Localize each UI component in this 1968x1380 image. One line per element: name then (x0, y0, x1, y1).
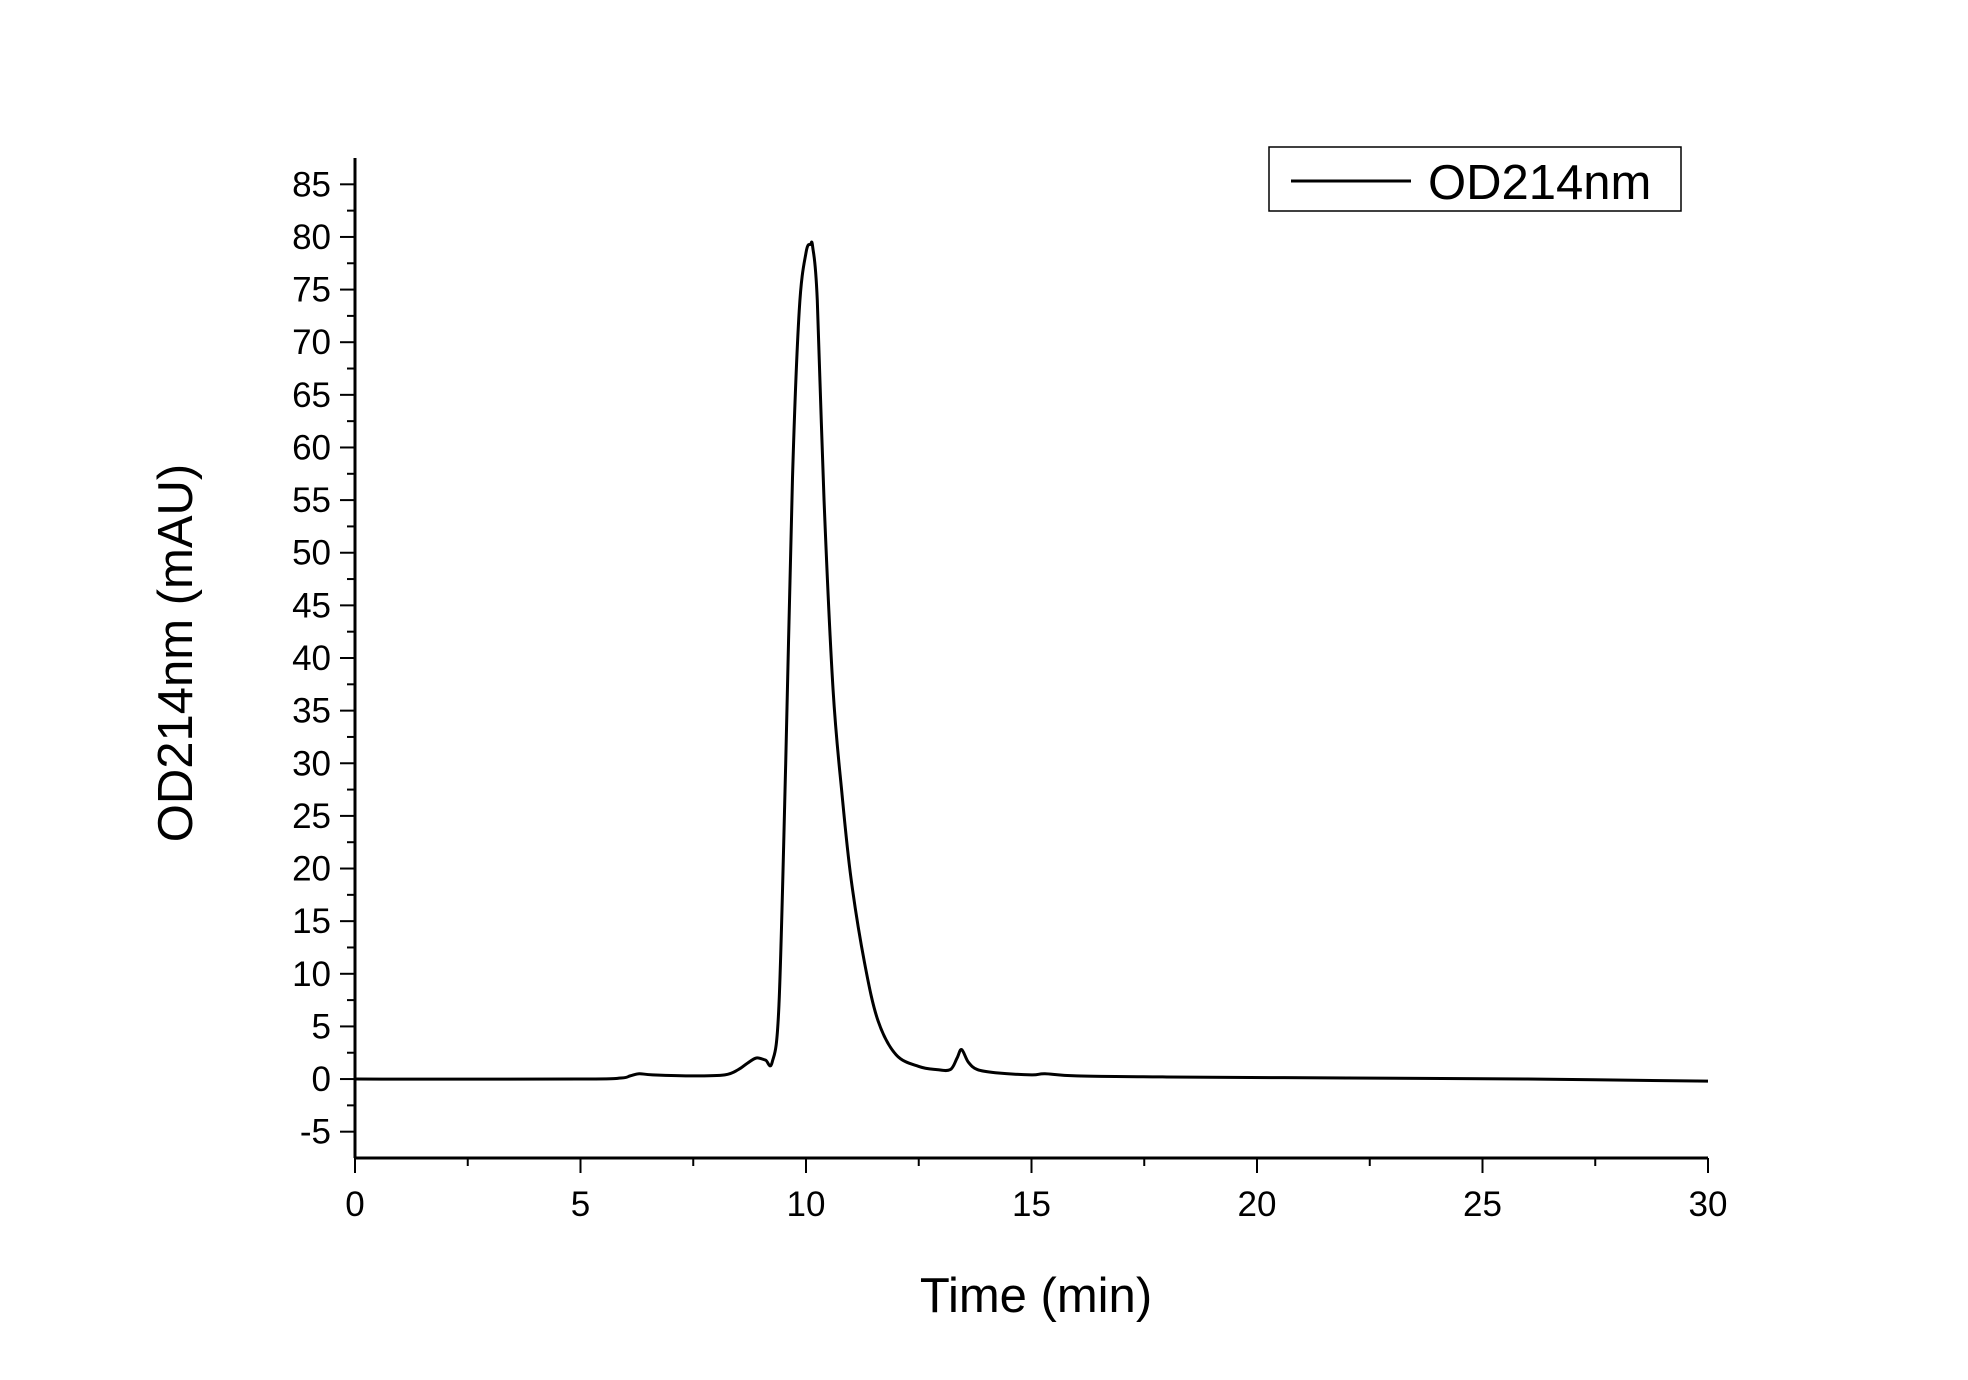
y-tick-label: 45 (292, 586, 331, 625)
x-tick-label: 20 (1238, 1185, 1277, 1224)
x-tick-label: 5 (571, 1185, 590, 1224)
y-tick-label: 85 (292, 165, 331, 204)
legend-box (1268, 146, 1682, 212)
y-tick-label: 70 (292, 323, 331, 362)
y-tick-label: 55 (292, 481, 331, 520)
legend: OD214nm (1268, 146, 1682, 212)
y-tick-label: 35 (292, 692, 331, 731)
series-layer (354, 240, 1709, 1083)
y-tick-label: 75 (292, 271, 331, 310)
y-tick-label: 0 (312, 1060, 331, 1099)
legend-label: OD214nm (1428, 156, 1651, 210)
x-tick-label: 0 (345, 1185, 364, 1224)
y-tick-label: 20 (292, 850, 331, 889)
x-tick-label: 10 (787, 1185, 826, 1224)
y-tick-label: 30 (292, 744, 331, 783)
y-tick-label: 10 (292, 955, 331, 994)
series-line-OD214nm (354, 240, 1709, 1083)
y-tick-label: 60 (292, 428, 331, 467)
x-tick-label: 30 (1689, 1185, 1728, 1224)
y-tick-label: 80 (292, 218, 331, 257)
y-tick-label: 65 (292, 376, 331, 415)
y-tick-label: 5 (312, 1007, 331, 1046)
y-tick-label: 50 (292, 534, 331, 573)
y-axis-title: OD214nm (mAU) (149, 464, 203, 842)
y-tick-label: -5 (300, 1113, 331, 1152)
y-tick-label: 40 (292, 639, 331, 678)
y-tick-label: 15 (292, 902, 331, 941)
x-tick-label: 25 (1463, 1185, 1502, 1224)
y-tick-label: 25 (292, 797, 331, 836)
x-tick-label: 15 (1012, 1185, 1051, 1224)
x-axis-title: Time (min) (920, 1269, 1152, 1323)
axes-layer: -5 0 5 10 15 20 25 30 35 40 45 50 55 60 65 70 75 80 85 0 5 10… (292, 158, 1727, 1224)
